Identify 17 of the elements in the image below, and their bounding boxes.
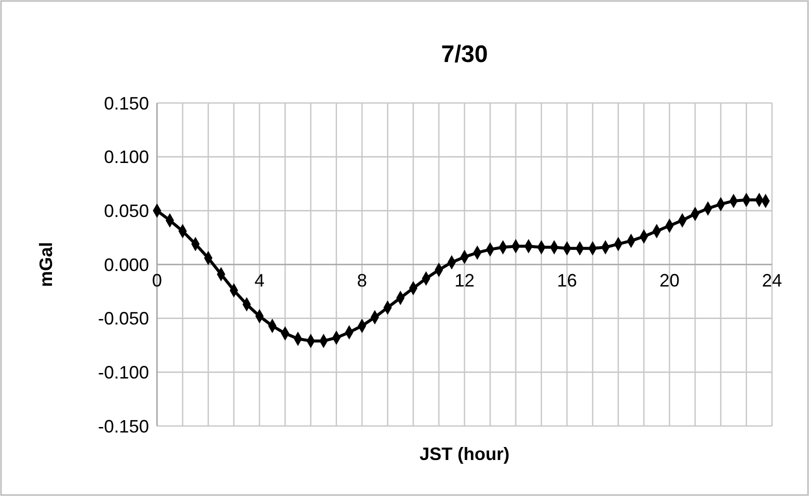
y-tick-label: -0.150 [98,416,149,436]
y-tick-label: -0.100 [98,362,149,382]
y-tick-label: 0.100 [104,147,149,168]
y-tick-label: 0.050 [104,200,149,221]
y-axis-title: mGal [36,242,56,288]
x-tick-label: 8 [356,270,368,290]
x-tick-label: 24 [762,270,782,290]
y-tick-label: -0.050 [98,308,149,329]
x-axis-title: JST (hour) [420,444,510,464]
x-tick-label: 0 [152,270,162,290]
x-tick-label: 16 [556,270,578,290]
y-tick-label: 0.000 [104,254,149,275]
x-tick-label: 20 [659,270,680,290]
x-tick-label: 12 [454,270,475,290]
x-tick-label: 4 [254,270,265,290]
chart-title: 7/30 [441,41,488,68]
y-tick-label: 0.150 [104,93,149,114]
